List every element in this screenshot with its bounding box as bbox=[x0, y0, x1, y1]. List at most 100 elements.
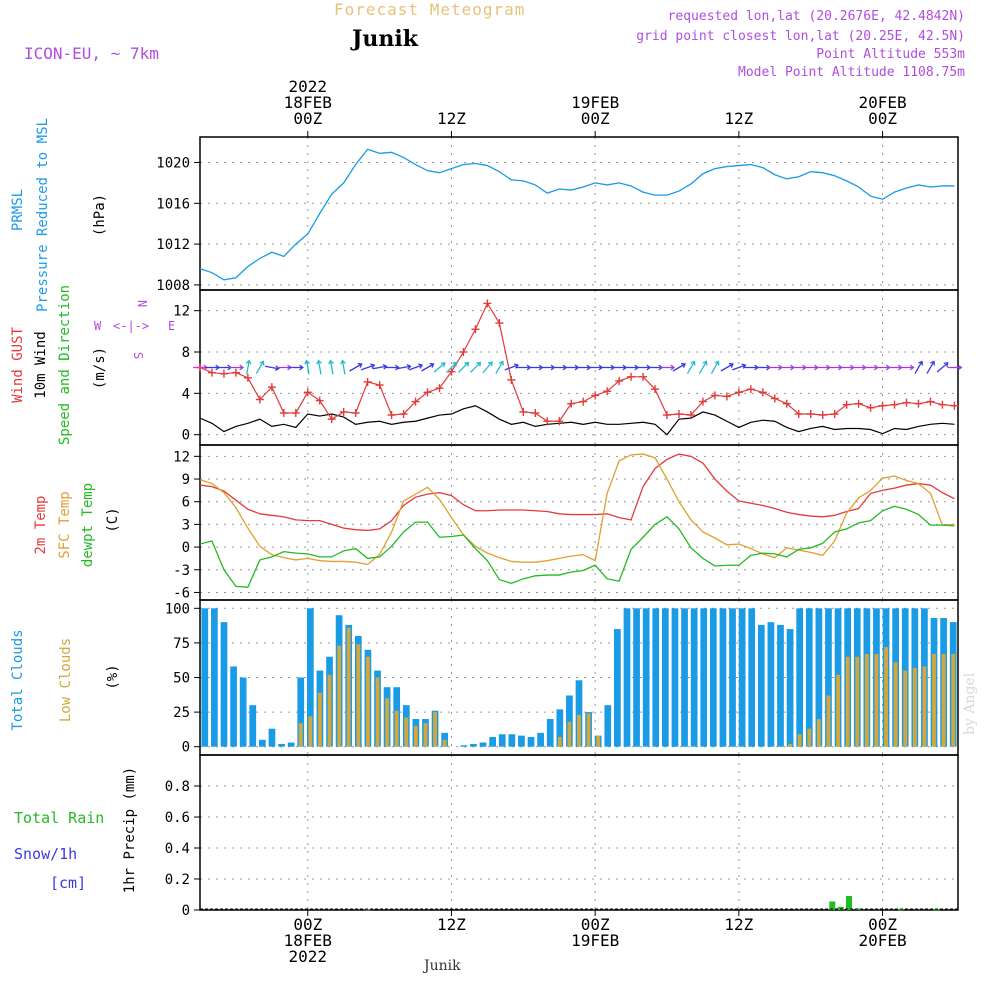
wind-direction-arrowhead bbox=[957, 364, 963, 371]
y-tick-label: 100 bbox=[165, 601, 190, 617]
wind-direction-arrow bbox=[408, 364, 423, 371]
temperature-panel: -6 -3 0 3 6 9 12 bbox=[173, 444, 959, 601]
wind-direction-arrow bbox=[482, 361, 493, 374]
y-tick-label: 1008 bbox=[156, 278, 190, 294]
wind-direction-arrow bbox=[720, 363, 734, 372]
wind-direction-arrowhead bbox=[728, 362, 734, 368]
temp-line-sfc-temp bbox=[199, 453, 955, 566]
wind-direction-arrowhead bbox=[382, 363, 388, 370]
low-cloud-bar bbox=[327, 674, 332, 747]
total-cloud-bar bbox=[575, 680, 583, 747]
wind-direction-arrow bbox=[495, 361, 504, 374]
y-tick-label: 12 bbox=[173, 449, 190, 465]
y-tick-label: 3 bbox=[182, 517, 190, 533]
low-cloud-bar bbox=[932, 653, 936, 747]
temp-line-dewpt-temp bbox=[199, 505, 955, 588]
low-cloud-bar bbox=[884, 647, 888, 747]
total-cloud-bar bbox=[230, 666, 237, 747]
pressure-label: PRMSL bbox=[10, 189, 26, 231]
low-cloud-bar bbox=[912, 667, 917, 747]
pressure-label: Pressure Reduced to MSL bbox=[35, 118, 51, 312]
wind-direction-arrowhead bbox=[918, 360, 924, 366]
low-cloud-bar bbox=[596, 735, 601, 747]
total-cloud-bar bbox=[652, 608, 660, 747]
time-label-bottom: 00Z bbox=[293, 915, 322, 934]
rain-bar bbox=[933, 909, 940, 911]
total-cloud-bar bbox=[777, 624, 784, 747]
time-label-top: 00Z bbox=[293, 109, 322, 128]
wind-direction-arrowhead bbox=[930, 360, 936, 366]
total-cloud-bar bbox=[498, 734, 506, 747]
wind-direction-arrow bbox=[732, 364, 746, 371]
total-cloud-bar bbox=[441, 732, 449, 747]
wind-direction-arrowhead bbox=[690, 360, 696, 366]
y-tick-label: 1012 bbox=[156, 237, 190, 253]
time-label-top: 2022 bbox=[289, 77, 328, 96]
time-label-top: 20FEB bbox=[858, 93, 906, 112]
total-cloud-bar bbox=[508, 734, 516, 747]
low-cloud-bar bbox=[404, 717, 409, 747]
wind-direction-arrowhead bbox=[498, 360, 504, 366]
low-cloud-bar bbox=[797, 734, 802, 747]
precip-legend-label: [cm] bbox=[50, 874, 86, 892]
time-label-bottom: 00Z bbox=[581, 915, 610, 934]
y-tick-label: 0.6 bbox=[165, 810, 190, 826]
y-tick-label: 25 bbox=[173, 705, 190, 721]
compass-north: N bbox=[135, 300, 149, 307]
precip-unit-label: 1hr Precip (mm) bbox=[122, 767, 138, 893]
total-cloud-bar bbox=[614, 629, 621, 747]
cloud-label: Total Clouds bbox=[10, 629, 26, 730]
precip-legend-label: Total Rain bbox=[14, 809, 104, 827]
low-cloud-bar bbox=[346, 627, 351, 747]
time-label-bottom: 19FEB bbox=[571, 931, 619, 950]
low-cloud-bar bbox=[394, 710, 399, 747]
wind-direction-arrow bbox=[329, 360, 334, 375]
wind-direction-arrowhead bbox=[316, 359, 322, 365]
total-cloud-bar bbox=[729, 608, 736, 747]
wind-direction-arrowhead bbox=[357, 362, 363, 368]
wind-label: Wind GUST bbox=[10, 327, 26, 403]
total-cloud-bar bbox=[211, 608, 218, 747]
y-tick-label: 0 bbox=[182, 903, 190, 919]
rain-bar bbox=[897, 909, 904, 911]
wind-direction-arrowhead bbox=[299, 364, 304, 371]
wind-label: 10m Wind bbox=[33, 331, 49, 398]
total-cloud-bar bbox=[268, 728, 276, 747]
total-cloud-bar bbox=[287, 742, 295, 747]
total-cloud-bar bbox=[825, 608, 832, 747]
wind-direction-arrowhead bbox=[394, 364, 400, 371]
total-cloud-bar bbox=[297, 677, 305, 747]
low-cloud-bar bbox=[836, 674, 840, 747]
wind-direction-arrowhead bbox=[304, 359, 310, 365]
wind-direction-arrowhead bbox=[452, 361, 458, 367]
y-tick-label: 4 bbox=[182, 386, 190, 402]
time-label-top: 12Z bbox=[437, 109, 466, 128]
wind-direction-arrowhead bbox=[340, 359, 346, 365]
wind-direction-arrowhead bbox=[670, 364, 676, 371]
time-label-top: 12Z bbox=[724, 109, 753, 128]
total-cloud-bar bbox=[767, 622, 775, 747]
y-tick-label: -6 bbox=[173, 585, 190, 601]
time-label-top: 19FEB bbox=[571, 93, 619, 112]
wind-direction-arrowhead bbox=[487, 361, 493, 367]
wind-direction-arrow bbox=[936, 362, 949, 373]
y-tick-label: 0 bbox=[182, 740, 190, 756]
wind-direction-arrowhead bbox=[440, 362, 446, 368]
wind-direction-arrow bbox=[470, 362, 481, 373]
low-cloud-bar bbox=[375, 677, 380, 747]
total-cloud-bar bbox=[556, 709, 564, 747]
wind-direction-arrowhead bbox=[476, 361, 482, 367]
total-cloud-bar bbox=[681, 608, 688, 747]
low-cloud-bar bbox=[864, 653, 869, 747]
panel-labels: PRMSL Pressure Reduced to MSL (hPa) Wind GU… bbox=[10, 118, 175, 893]
low-cloud-bar bbox=[845, 656, 850, 747]
temp-label: dewpt Temp bbox=[80, 483, 96, 567]
low-cloud-bar bbox=[365, 656, 370, 747]
y-tick-label: 6 bbox=[182, 495, 190, 511]
rain-bar bbox=[364, 909, 371, 911]
y-tick-label: 12 bbox=[173, 304, 190, 320]
wind-direction-arrowhead bbox=[245, 359, 252, 365]
total-cloud-bar bbox=[709, 608, 717, 747]
time-label-top: 00Z bbox=[868, 109, 897, 128]
cloud-panel: 0 25 50 75 100 bbox=[165, 599, 959, 756]
